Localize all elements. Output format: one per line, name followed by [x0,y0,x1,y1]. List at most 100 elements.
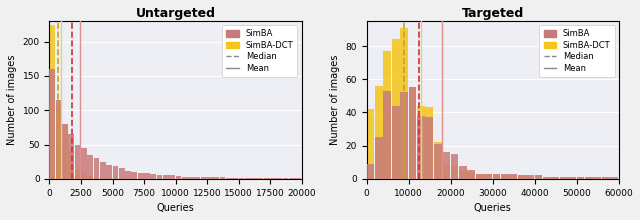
Bar [100,177,106,179]
Bar [476,174,484,179]
Bar [577,177,584,179]
Bar [526,177,534,179]
Bar [75,170,81,179]
Bar [157,175,163,179]
Bar [93,158,99,179]
Bar [81,148,87,179]
Bar [426,107,433,179]
Bar [175,176,181,179]
Bar [195,177,200,179]
Bar [375,137,383,179]
Bar [251,178,257,179]
Bar [62,124,68,179]
Bar [392,106,399,179]
Bar [56,100,61,179]
Bar [484,174,492,179]
Bar [426,117,433,179]
Bar [602,177,610,179]
Bar [289,178,295,179]
Bar [434,142,442,179]
Bar [367,164,374,179]
Bar [245,178,251,179]
Bar [451,165,458,179]
Bar [213,177,219,179]
Bar [459,170,467,179]
Bar [560,177,568,179]
Bar [467,170,475,179]
Bar [68,151,74,179]
Bar [163,175,169,179]
Bar [283,178,289,179]
Bar [552,177,559,179]
Legend: SimBA, SimBA-DCT, Median, Mean: SimBA, SimBA-DCT, Median, Mean [222,25,298,77]
X-axis label: Queries: Queries [474,203,511,213]
Bar [257,178,263,179]
Bar [367,109,374,179]
Bar [593,177,601,179]
Bar [239,178,244,179]
Bar [400,28,408,179]
Bar [392,39,399,179]
Bar [87,155,93,179]
Bar [509,176,517,179]
Bar [56,105,61,179]
Bar [534,176,542,179]
Bar [543,177,551,179]
Bar [270,178,276,179]
Bar [602,177,610,179]
Bar [68,134,74,179]
Bar [501,174,509,179]
Bar [593,177,601,179]
Bar [113,178,118,179]
Bar [484,174,492,179]
Bar [49,25,55,179]
Bar [509,174,517,179]
Bar [585,177,593,179]
Bar [493,174,500,179]
Bar [220,177,225,179]
Bar [543,177,551,179]
Bar [81,173,87,179]
Bar [459,165,467,179]
Bar [434,144,442,179]
Y-axis label: Number of images: Number of images [7,55,17,145]
Bar [301,169,307,179]
Bar [100,162,106,179]
Bar [113,167,118,179]
Bar [619,137,627,179]
Bar [106,165,112,179]
Bar [119,178,125,179]
Bar [119,169,125,179]
Bar [295,178,301,179]
Bar [232,178,238,179]
Bar [400,92,408,179]
Bar [417,106,425,179]
Bar [476,174,484,179]
Bar [518,176,525,179]
Bar [585,177,593,179]
Bar [182,177,188,179]
Bar [188,177,194,179]
Bar [383,51,391,179]
Bar [560,177,568,179]
Bar [442,164,450,179]
Bar [526,176,534,179]
Bar [552,177,559,179]
Bar [467,172,475,179]
Bar [501,176,509,179]
Bar [383,91,391,179]
Bar [518,176,525,179]
Bar [93,177,99,179]
Bar [276,178,282,179]
Bar [619,136,627,179]
Bar [138,173,143,179]
Bar [106,178,112,179]
Bar [169,175,175,179]
Bar [207,177,213,179]
X-axis label: Queries: Queries [157,203,195,213]
Bar [534,176,542,179]
Bar [125,170,131,179]
Bar [62,125,68,179]
Bar [442,152,450,179]
Bar [264,178,269,179]
